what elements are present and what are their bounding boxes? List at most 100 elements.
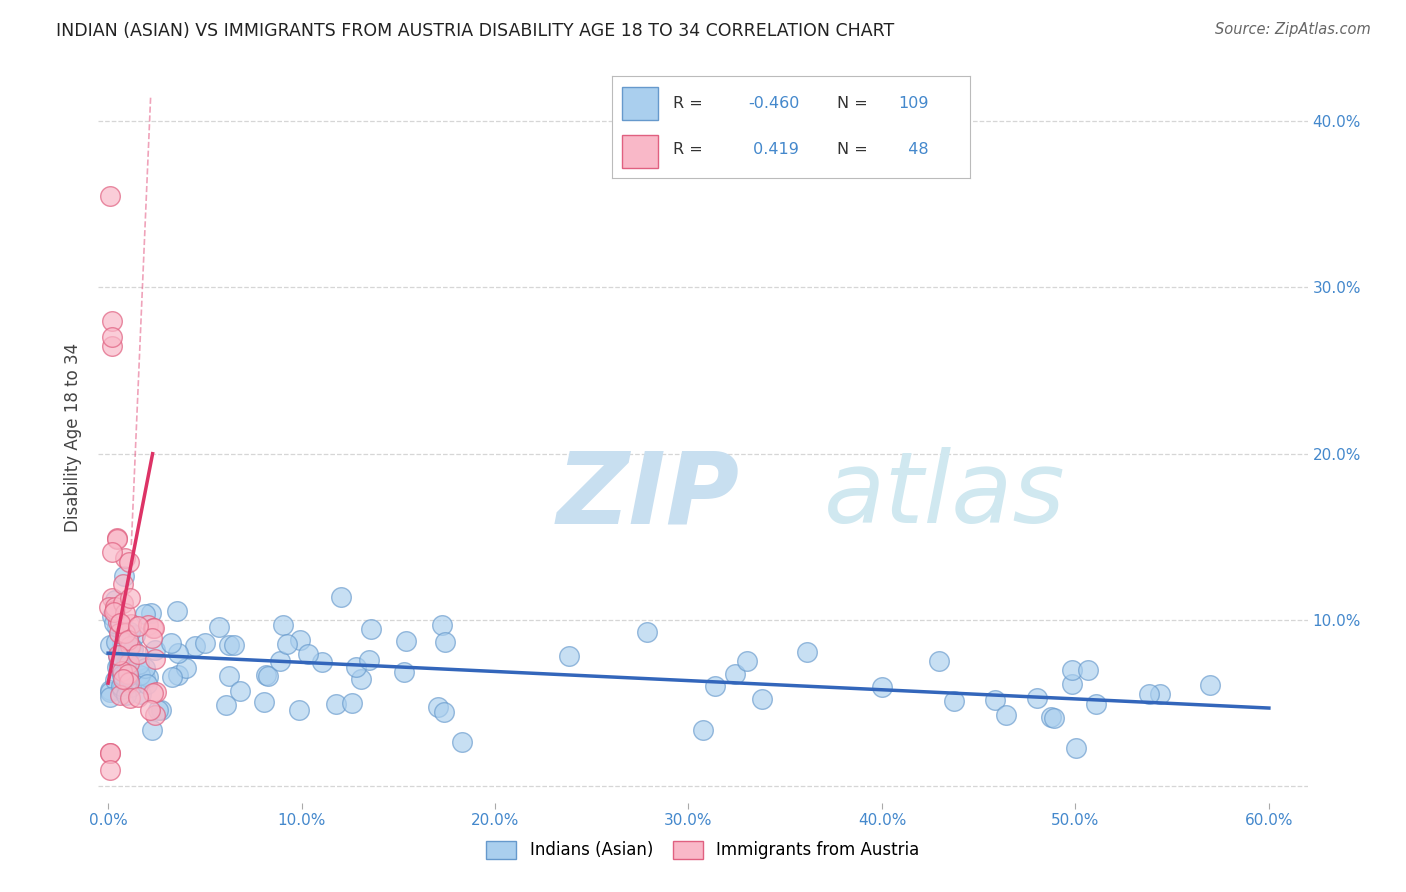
Point <box>127 690 149 705</box>
Point <box>110 668 132 682</box>
Point <box>117 665 139 679</box>
Point <box>115 657 138 671</box>
Point <box>104 635 127 649</box>
Point <box>120 617 142 632</box>
Point <box>107 533 129 547</box>
Point <box>107 648 129 663</box>
Point <box>118 639 141 653</box>
Point <box>98 746 121 760</box>
Point <box>108 615 131 630</box>
Point <box>117 632 139 647</box>
Point <box>98 763 121 777</box>
Point <box>104 600 127 615</box>
Point <box>141 631 163 645</box>
Point <box>1149 687 1171 701</box>
Point <box>395 633 418 648</box>
Point <box>357 653 380 667</box>
Point <box>118 591 141 605</box>
Point <box>1026 691 1049 706</box>
Point <box>184 639 207 653</box>
Point <box>105 531 128 545</box>
Text: N =: N = <box>838 142 869 157</box>
Point <box>229 683 252 698</box>
Point <box>558 649 581 664</box>
Point <box>166 646 188 660</box>
Point <box>100 544 122 558</box>
Point <box>1199 678 1222 692</box>
Point <box>288 633 311 648</box>
Point <box>110 679 132 693</box>
Point <box>145 684 167 698</box>
Point <box>98 189 121 203</box>
Point <box>111 596 134 610</box>
Point <box>139 703 162 717</box>
Point <box>194 636 217 650</box>
Point <box>118 624 141 639</box>
Point <box>143 621 166 635</box>
Point <box>427 699 450 714</box>
Point <box>340 696 363 710</box>
Point <box>134 661 156 675</box>
Text: -0.460: -0.460 <box>748 96 799 111</box>
Point <box>117 669 139 683</box>
Point <box>104 603 127 617</box>
Point <box>218 638 240 652</box>
Point <box>166 668 188 682</box>
Point <box>142 685 165 699</box>
Point <box>256 669 278 683</box>
Point <box>1077 663 1099 677</box>
Point <box>110 623 132 637</box>
Point <box>994 708 1017 723</box>
Text: R =: R = <box>672 96 703 111</box>
Point <box>114 648 136 663</box>
Point <box>100 682 122 697</box>
Point <box>127 619 149 633</box>
Point <box>1043 711 1066 725</box>
Point <box>108 688 131 702</box>
Point <box>311 655 333 669</box>
Point <box>98 600 121 615</box>
Text: 109: 109 <box>898 96 929 111</box>
Point <box>127 647 149 661</box>
Point <box>254 668 277 682</box>
Point <box>114 626 136 640</box>
Point <box>111 664 134 678</box>
Point <box>98 690 121 705</box>
Point <box>101 330 124 344</box>
Text: 0.419: 0.419 <box>748 142 799 157</box>
FancyBboxPatch shape <box>623 136 658 168</box>
Point <box>129 668 152 682</box>
Point <box>162 670 184 684</box>
Point <box>271 618 294 632</box>
Point <box>111 636 134 650</box>
Point <box>1137 687 1160 701</box>
Point <box>218 669 240 683</box>
Point <box>208 620 231 634</box>
Point <box>430 617 453 632</box>
Point <box>114 678 136 692</box>
Point <box>134 607 156 621</box>
Point <box>166 604 188 618</box>
Point <box>174 661 197 675</box>
Point <box>117 667 139 681</box>
Point <box>928 654 950 668</box>
Point <box>297 647 319 661</box>
Point <box>120 639 142 653</box>
Point <box>114 666 136 681</box>
Point <box>134 671 156 685</box>
Point <box>98 638 121 652</box>
Point <box>101 609 124 624</box>
Point <box>143 652 166 666</box>
Point <box>943 694 966 708</box>
Point <box>1064 741 1087 756</box>
Point <box>114 607 136 621</box>
Point <box>325 697 347 711</box>
Text: INDIAN (ASIAN) VS IMMIGRANTS FROM AUSTRIA DISABILITY AGE 18 TO 34 CORRELATION CH: INDIAN (ASIAN) VS IMMIGRANTS FROM AUSTRI… <box>56 22 894 40</box>
Point <box>704 679 727 693</box>
Point <box>1062 663 1084 677</box>
Point <box>870 680 893 694</box>
Text: N =: N = <box>838 96 869 111</box>
Point <box>101 591 124 605</box>
Point <box>433 634 456 648</box>
Point <box>141 723 163 737</box>
